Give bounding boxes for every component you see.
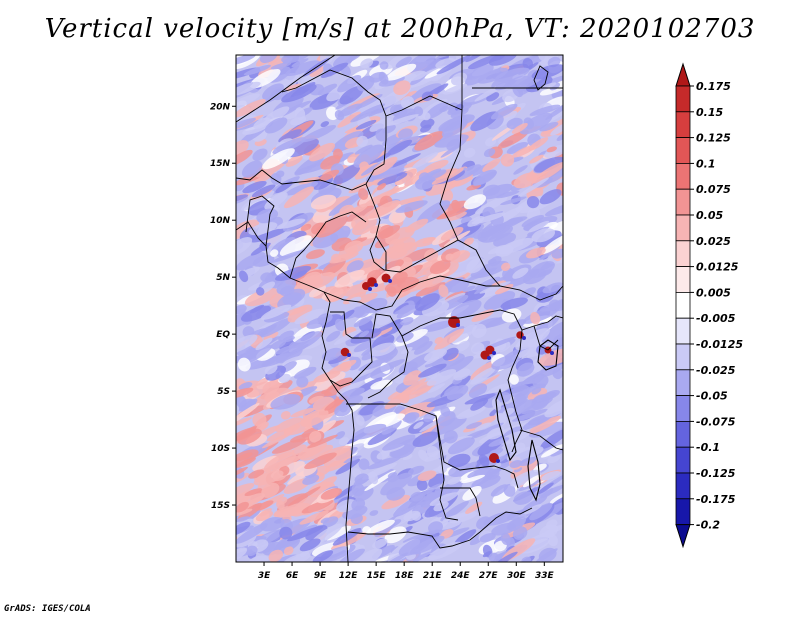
- colorbar-label: 0.15: [696, 106, 723, 119]
- lon-tick-label: 27E: [479, 571, 499, 581]
- colorbar-label: 0.075: [696, 183, 731, 196]
- coastline: [236, 221, 355, 562]
- lon-tick-label: 12E: [339, 571, 359, 581]
- colorbar-label: 0.175: [696, 80, 731, 93]
- lat-tick-label: EQ: [216, 330, 230, 340]
- colorbar-bin: [675, 420, 691, 448]
- colorbar-label: -0.175: [696, 493, 736, 506]
- colorbar-label: 0.005: [696, 286, 731, 299]
- colorbar-bin: [675, 317, 691, 345]
- colorbar-label: 0.025: [696, 235, 731, 248]
- colorbar-top-arrow: [675, 62, 691, 87]
- colorbar-bin: [675, 291, 691, 319]
- colorbar-label: 0.1: [696, 157, 716, 170]
- colorbar-bin: [675, 214, 691, 242]
- colorbar-label: -0.05: [696, 390, 728, 403]
- colorbar-bin: [675, 137, 691, 164]
- colorbar-bin: [675, 111, 691, 139]
- lon-tick-label: 3E: [258, 571, 271, 581]
- lon-tick-label: 18E: [395, 571, 415, 581]
- grads-credit: GrADS: IGES/COLA: [4, 604, 91, 614]
- lon-tick-label: 21E: [423, 571, 443, 581]
- lon-tick-label: 24E: [451, 571, 471, 581]
- lat-tick-label: 10S: [211, 444, 230, 454]
- chart-title: Vertical velocity [m/s] at 200hPa, VT: 2…: [44, 14, 756, 44]
- colorbar-label: -0.005: [696, 312, 736, 325]
- colorbar-bin: [675, 162, 691, 190]
- colorbar-label: -0.0125: [696, 338, 743, 351]
- lon-tick-label: 6E: [286, 571, 299, 581]
- lat-tick-label: 10N: [210, 216, 231, 226]
- lon-tick-label: 33E: [535, 571, 555, 581]
- lat-tick-label: 20N: [210, 102, 231, 112]
- colorbar-bin: [675, 446, 691, 474]
- colorbar-label: 0.0125: [696, 261, 739, 274]
- country-borders: [236, 55, 563, 562]
- lat-tick-label: 15S: [211, 501, 230, 511]
- colorbar-bin: [675, 343, 691, 371]
- lon-tick-label: 30E: [507, 571, 527, 581]
- colorbar-bottom-arrow: [675, 524, 691, 549]
- colorbar-bin: [675, 369, 691, 396]
- colorbar-label: 0.05: [696, 209, 723, 222]
- velocity-field: [236, 55, 563, 562]
- colorbar-bin: [675, 85, 691, 113]
- colorbar-label: -0.2: [696, 519, 720, 532]
- colorbar-label: -0.125: [696, 467, 736, 480]
- colorbar-bin: [675, 266, 691, 293]
- lon-tick-label: 9E: [314, 571, 327, 581]
- lon-tick-label: 15E: [367, 571, 387, 581]
- colorbar-bin: [675, 498, 691, 525]
- colorbar-label: 0.125: [696, 132, 731, 145]
- map-axes: 20N 15N 10N 5N EQ 5S 10S 15S 3E 6E 9E 12E 15E 18E 21E 2…: [210, 102, 555, 581]
- colorbar-bin: [675, 472, 691, 500]
- colorbar-label: -0.025: [696, 364, 736, 377]
- map-frame: [235, 54, 564, 563]
- lat-tick-label: 5S: [217, 387, 230, 397]
- lat-tick-label: 15N: [210, 159, 231, 169]
- colorbar-bin: [675, 395, 691, 422]
- colorbar-label: -0.1: [696, 441, 720, 454]
- colorbar-bin: [675, 188, 691, 216]
- colorbar-label: -0.075: [696, 415, 736, 428]
- colorbar-bin: [675, 240, 691, 268]
- colorbar: 0.175 0.15 0.125 0.1 0.075 0.05 0.025 0.0125 0.0…: [675, 62, 743, 549]
- lat-tick-label: 5N: [216, 273, 230, 283]
